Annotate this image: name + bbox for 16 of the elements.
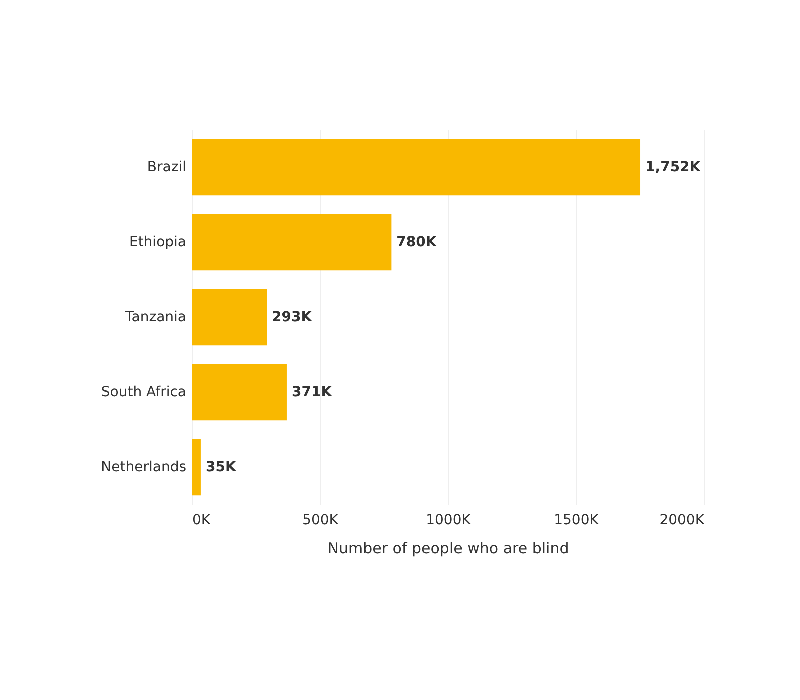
data-label: 35K [206,460,238,476]
x-axis-title: Number of people who are blind [328,540,570,558]
y-tick-label: Brazil [147,160,186,176]
data-label: 371K [292,384,334,400]
y-tick-label: Netherlands [101,460,186,476]
y-tick-label: Tanzania [124,310,186,326]
data-label: 1,752K [646,160,702,176]
data-label: 293K [272,310,314,326]
x-tick-label: 1000K [426,512,472,528]
x-tick-label: 500K [302,512,340,528]
x-tick-label: 0K [192,512,212,528]
x-tick-label: 1500K [554,512,600,528]
data-label: 780K [396,234,438,250]
x-tick-label: 2000K [660,512,706,528]
y-tick-label: Ethiopia [129,234,186,250]
y-tick-label: South Africa [101,384,186,400]
